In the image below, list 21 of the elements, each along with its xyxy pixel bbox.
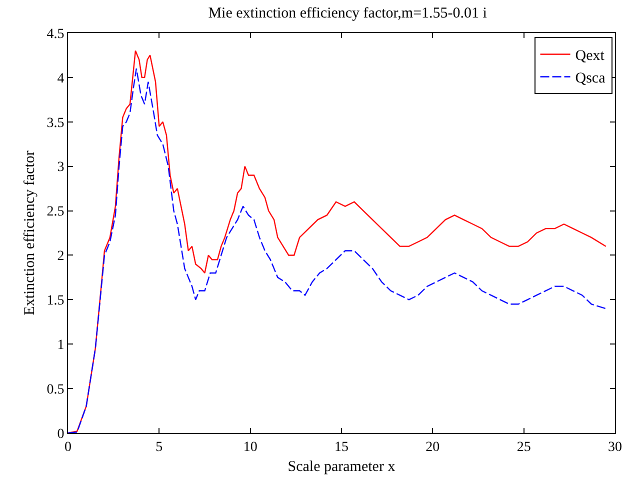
x-tick-label: 5 — [156, 440, 163, 455]
y-tick-label: 1 — [57, 338, 64, 354]
y-tick-label: 3.5 — [46, 116, 64, 131]
chart-title: Mie extinction efficiency factor,m=1.55-0.01 i — [208, 6, 487, 22]
y-tick-label: 3 — [57, 160, 64, 176]
x-axis-title: Scale parameter x — [288, 458, 396, 475]
legend-label: Qsca — [575, 70, 606, 87]
y-tick-label: 0.5 — [46, 382, 64, 398]
y-tick-label: 4.5 — [46, 26, 64, 42]
x-tick-label: 15 — [334, 440, 348, 455]
y-axis-title: Extinction efficiency factor — [22, 150, 38, 316]
x-tick-label: 30 — [608, 440, 622, 455]
y-tick-label: 2.5 — [46, 204, 64, 220]
y-tick-label: 1.5 — [46, 294, 64, 309]
x-tick-label: 20 — [426, 440, 440, 455]
y-tick-label: 0 — [57, 426, 64, 442]
y-tick-label: 2 — [57, 249, 64, 264]
x-tick-label: 10 — [243, 440, 258, 455]
legend-label: Qext — [575, 48, 606, 64]
x-tick-label: 25 — [516, 440, 531, 455]
y-tick-label: 4 — [57, 71, 64, 86]
